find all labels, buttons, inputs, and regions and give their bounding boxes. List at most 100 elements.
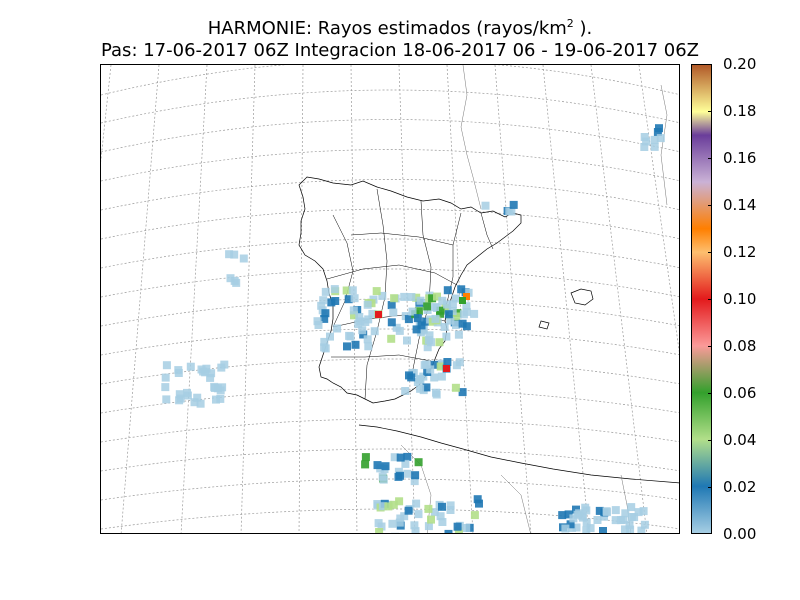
lightning-cell <box>458 319 467 328</box>
lightning-cell <box>446 316 455 325</box>
lightning-cell <box>384 502 393 511</box>
lightning-cell <box>319 296 328 305</box>
lightning-cell <box>655 124 663 133</box>
lightning-cell <box>410 477 419 486</box>
lightning-cell <box>426 365 435 374</box>
lightning-cell <box>509 200 518 209</box>
lightning-cell <box>637 526 646 533</box>
lightning-cell <box>611 516 620 525</box>
lightning-cell <box>344 295 353 304</box>
lightning-cell <box>621 525 629 533</box>
lightning-cell <box>470 511 479 520</box>
lightning-cell <box>582 526 591 533</box>
lightning-cell <box>558 511 567 520</box>
lightning-cell <box>582 518 591 527</box>
colorbar-tick-label: 0.02 <box>723 478 757 496</box>
lightning-cell <box>451 383 460 392</box>
lightning-cell <box>470 309 479 318</box>
lightning-cell <box>201 368 210 377</box>
lightning-cell <box>413 314 422 323</box>
lightning-cell <box>566 520 575 529</box>
lightning-cell <box>333 324 342 333</box>
lightning-cell <box>361 318 370 326</box>
lightning-cell <box>561 524 570 533</box>
lightning-cell <box>444 529 453 533</box>
lightning-cell <box>569 514 578 523</box>
lightning-cell <box>416 374 425 383</box>
lightning-cell <box>190 398 199 407</box>
lightning-cell <box>640 143 649 151</box>
colorbar-tick-mark <box>708 299 712 300</box>
lightning-cell <box>405 371 413 380</box>
lightning-cell <box>343 342 351 351</box>
lightning-cell <box>410 521 419 530</box>
colorbar-tick-label: 0.04 <box>723 431 757 449</box>
lightning-cell <box>424 504 433 513</box>
province-borders <box>326 188 494 400</box>
lightning-cell <box>206 373 215 382</box>
lightning-cell <box>363 335 372 344</box>
colorbar-tick-label: 0.12 <box>723 243 757 261</box>
lightning-cell <box>326 332 334 341</box>
lightning-cell <box>175 396 184 405</box>
lightning-cell <box>458 388 467 397</box>
lightning-cell <box>378 502 387 511</box>
lightning-cell <box>321 287 330 296</box>
lightning-cell <box>212 395 220 404</box>
lightning-cell <box>424 336 433 345</box>
lightning-cell <box>320 337 329 346</box>
lightning-cell <box>186 362 195 371</box>
colorbar-tick-mark <box>708 205 712 206</box>
lightning-cell <box>417 326 426 335</box>
lightning-cell <box>433 292 441 301</box>
colorbar-tick-mark <box>708 440 712 441</box>
lightning-cell <box>416 384 425 393</box>
lightning-cell <box>639 507 648 516</box>
lightning-cell <box>374 519 383 528</box>
lightning-cell <box>412 293 421 302</box>
lightning-cell <box>378 472 387 481</box>
lightning-cells <box>161 124 665 533</box>
lightning-cell <box>600 512 608 521</box>
lightning-cell <box>481 201 490 210</box>
lightning-cell <box>581 503 590 512</box>
lightning-cell <box>454 330 463 339</box>
colorbar-tick-label: 0.06 <box>723 384 757 402</box>
lightning-cell <box>174 366 183 375</box>
lightning-hotspot <box>375 311 382 318</box>
lightning-cell <box>395 497 404 506</box>
colorbar-tick-label: 0.00 <box>723 525 757 543</box>
lightning-cell <box>438 502 446 511</box>
lightning-cell <box>462 302 471 311</box>
lightning-cell <box>452 312 461 321</box>
lightning-cell <box>387 318 396 327</box>
lightning-cell <box>396 453 405 462</box>
lightning-cell <box>564 510 573 519</box>
lightning-cell <box>422 383 431 392</box>
lightning-cell <box>611 506 620 515</box>
lightning-cell <box>424 522 433 531</box>
lightning-cell <box>656 134 665 143</box>
lightning-cell <box>427 515 435 524</box>
lightning-cell <box>412 499 421 508</box>
lightning-cell <box>358 326 367 335</box>
lightning-cell <box>430 360 439 369</box>
lightning-cell <box>408 307 417 316</box>
lightning-hotspot <box>443 365 450 372</box>
lightning-cell <box>572 523 581 532</box>
lightning-cell <box>348 286 357 295</box>
lightning-cell <box>414 510 423 519</box>
lightning-cell <box>230 276 239 285</box>
lightning-cell <box>593 516 602 524</box>
lightning-cell <box>314 321 323 329</box>
lightning-cell <box>640 520 649 529</box>
lightning-cell <box>355 313 364 321</box>
colorbar-tick-mark <box>708 252 712 253</box>
lightning-cell <box>444 310 453 319</box>
lightning-cell <box>627 503 636 512</box>
lightning-cell <box>351 340 360 349</box>
lightning-cell <box>230 250 239 259</box>
lightning-cell <box>350 294 359 303</box>
lightning-cell <box>475 499 483 508</box>
lightning-cell <box>331 297 340 305</box>
